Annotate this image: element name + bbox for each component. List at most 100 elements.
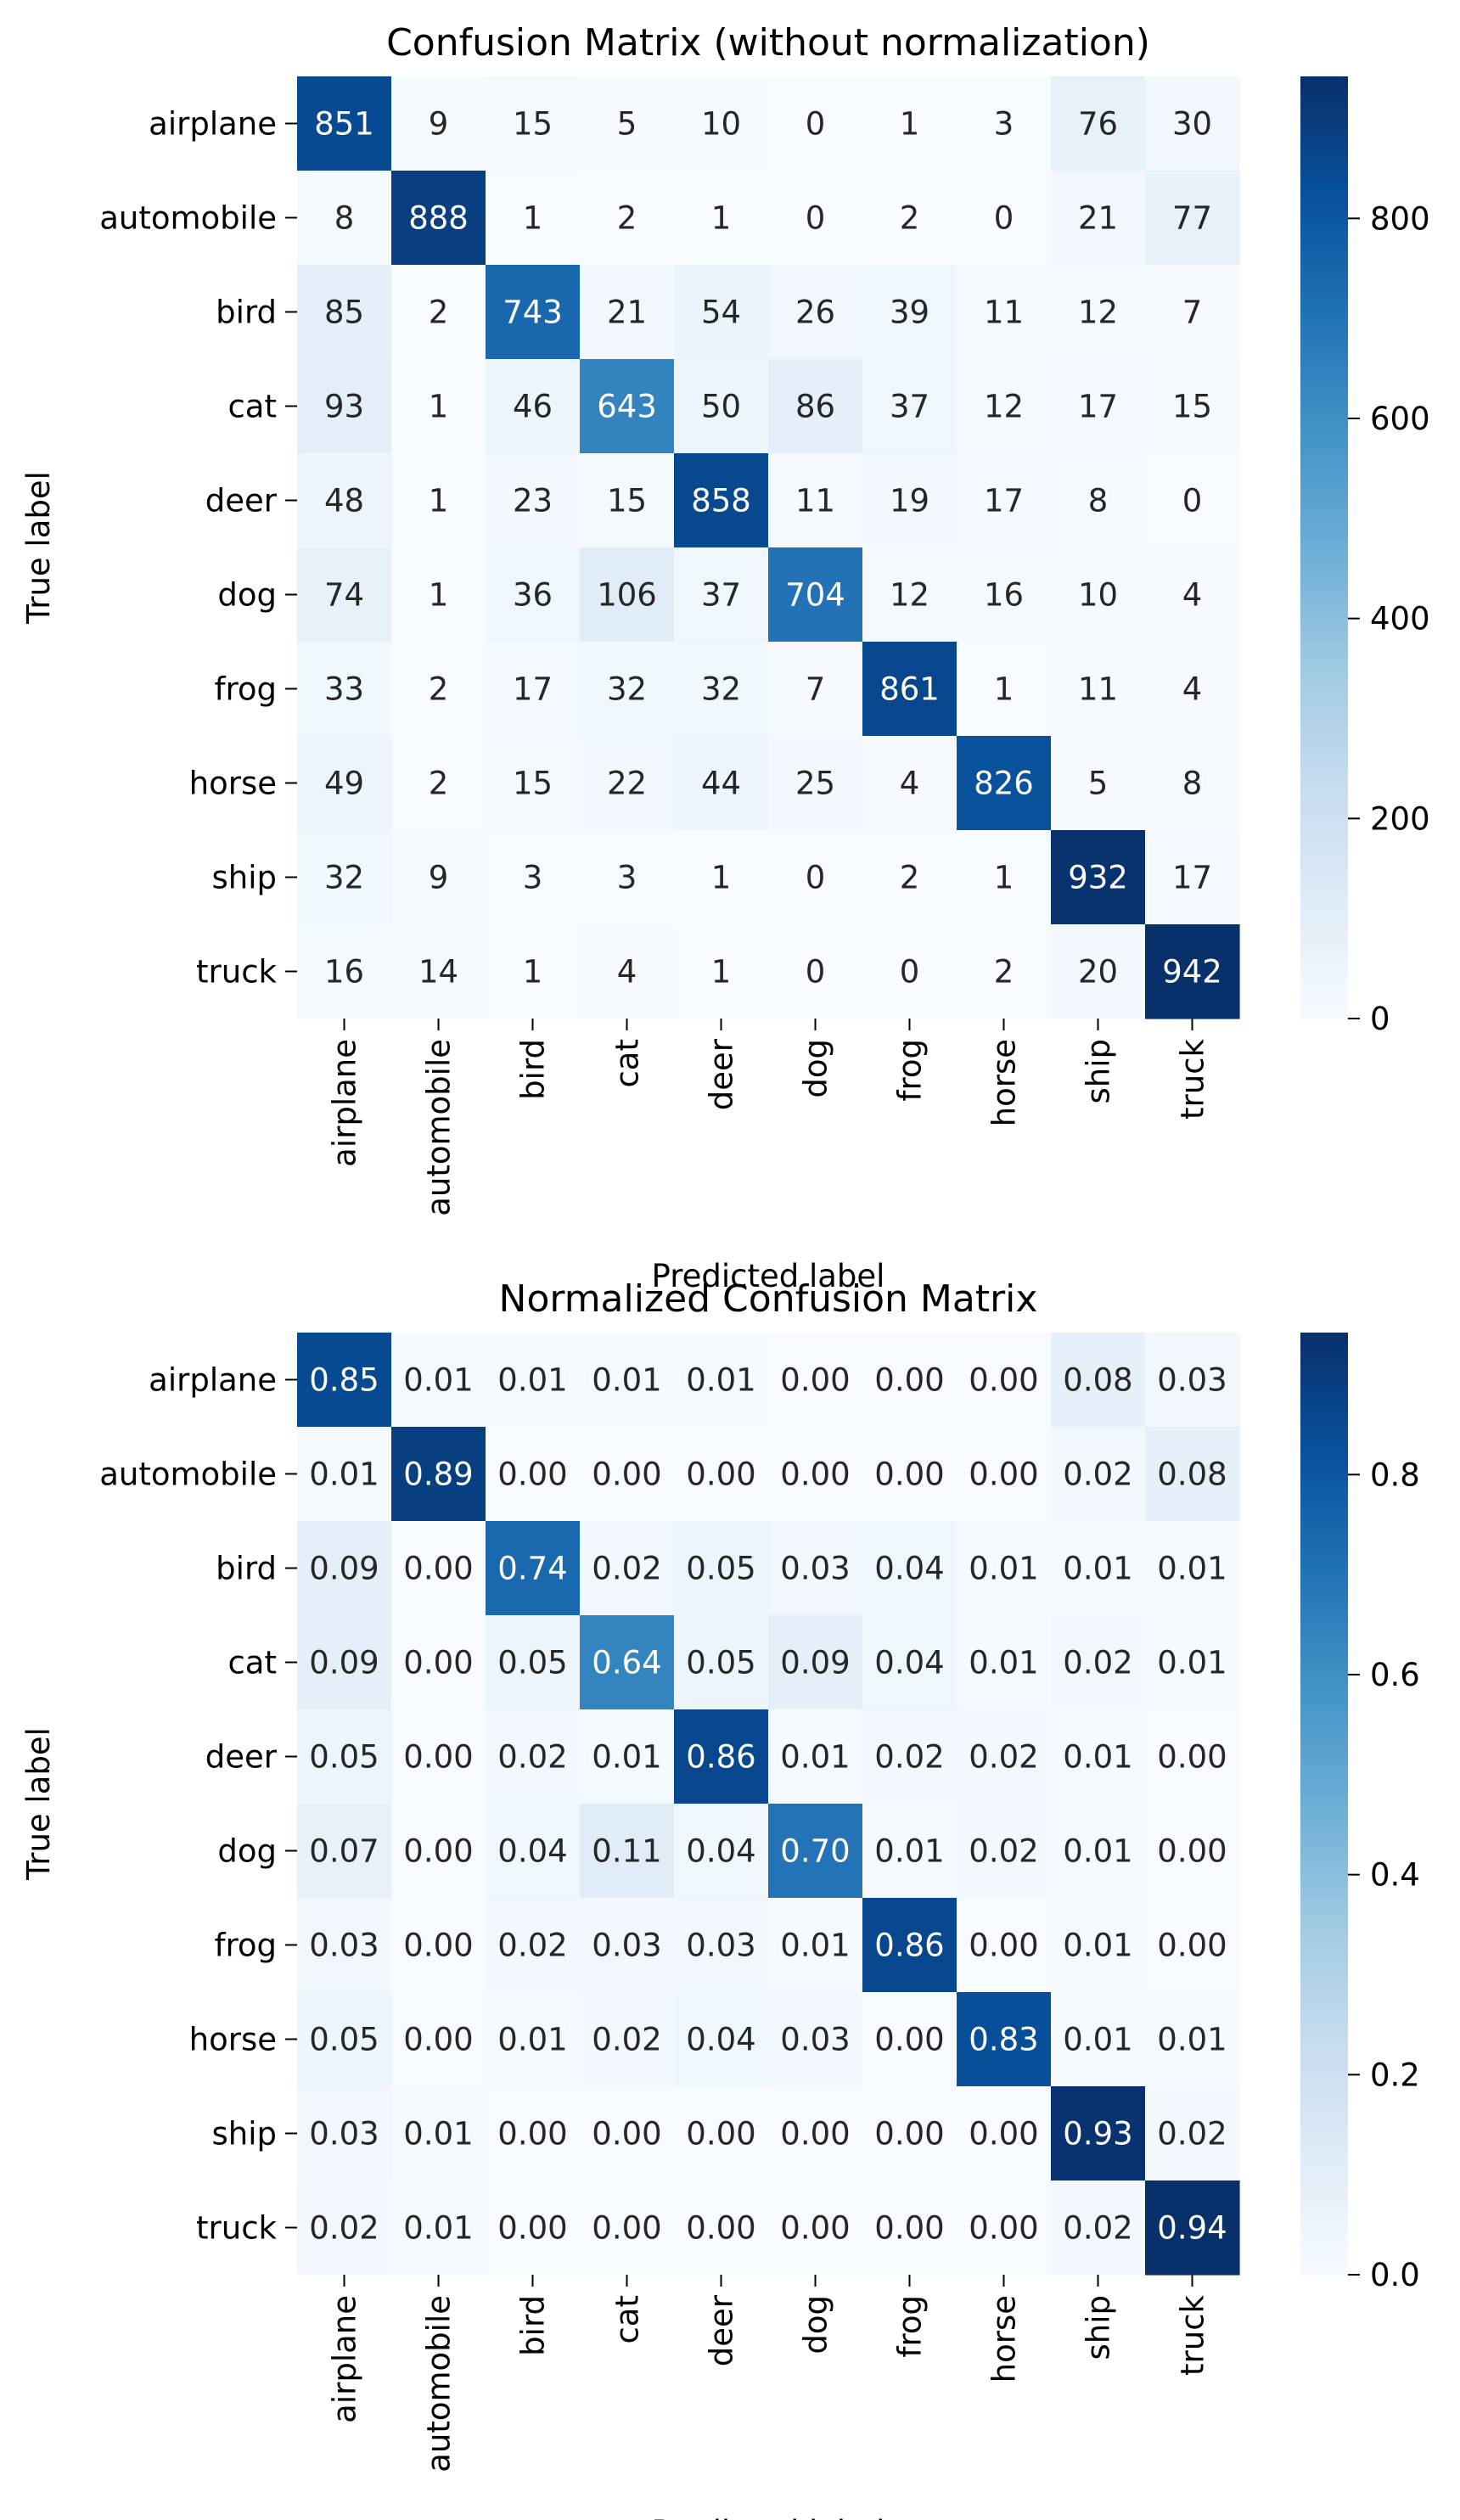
chart1-heatmap-cell	[391, 265, 486, 360]
chart2-colorbar-segment	[1300, 1961, 1348, 1970]
chart2-y-tick-label: deer	[205, 1739, 278, 1776]
chart1-colorbar-segment	[1300, 681, 1348, 690]
chart1-cell-value-label: 32	[701, 671, 741, 708]
chart2-colorbar-segment	[1300, 1874, 1348, 1883]
chart1-cell-value-label: 0	[994, 200, 1014, 237]
chart2-colorbar-segment	[1300, 2015, 1348, 2024]
chart2-colorbar-segment	[1300, 1780, 1348, 1789]
chart1-heatmap-cell	[1051, 830, 1146, 925]
chart1-colorbar-segment	[1300, 979, 1348, 988]
chart1-heatmap-cell	[580, 171, 675, 266]
chart1-cell-value-label: 15	[607, 483, 647, 519]
chart1-colorbar-segment	[1300, 767, 1348, 777]
chart1-heatmap-cell	[768, 830, 863, 925]
chart1-colorbar-segment	[1300, 422, 1348, 431]
chart1-heatmap-cell	[391, 359, 486, 454]
chart1-colorbar-segment	[1300, 335, 1348, 345]
chart2-colorbar-segment	[1300, 1811, 1348, 1821]
chart1-colorbar-segment	[1300, 500, 1348, 509]
chart2-colorbar-segment	[1300, 1670, 1348, 1679]
chart1-cell-value-label: 1	[429, 483, 449, 519]
chart2-colorbar-segment	[1300, 1772, 1348, 1782]
chart2-heatmap-cell	[297, 2086, 392, 2181]
chart2-cell-value-label: 0.02	[874, 1739, 944, 1776]
chart1-x-tick-label: horse	[986, 1039, 1023, 1126]
chart1-cell-value-label: 2	[429, 671, 449, 708]
chart2-cell-value-label: 0.01	[780, 1928, 850, 1964]
chart2-heatmap-cell	[862, 1898, 957, 1993]
chart1-colorbar-segment	[1300, 390, 1348, 400]
chart2-heatmap-cell	[957, 1898, 1052, 1993]
chart1-y-tick-label: dog	[217, 577, 277, 614]
chart1-x-tick-label: dog	[798, 1039, 834, 1098]
chart2-heatmap-cell	[674, 1333, 769, 1428]
chart1-heatmap-cell	[486, 547, 581, 643]
chart2-title: Normalized Confusion Matrix	[499, 1277, 1038, 1321]
chart1-heatmap-cell	[297, 547, 392, 643]
chart2-colorbar-segment	[1300, 1333, 1348, 1342]
chart2-heatmap-cell	[674, 1804, 769, 1899]
chart2-y-tick-label: dog	[217, 1833, 277, 1870]
chart1-heatmap-cell	[297, 642, 392, 737]
chart1-heatmap-cell	[768, 736, 863, 831]
chart2-colorbar-segment	[1300, 1630, 1348, 1640]
chart1-colorbar-tick-label: 200	[1370, 800, 1430, 837]
chart1-cell-value-label: 888	[408, 200, 469, 237]
chart1-colorbar-segment	[1300, 265, 1348, 274]
chart2-colorbar-segment	[1300, 2007, 1348, 2017]
chart1-colorbar-segment	[1300, 759, 1348, 768]
chart2-cell-value-label: 0.00	[874, 1456, 944, 1493]
chart2-cell-value-label: 0.00	[780, 2210, 850, 2247]
chart2-colorbar-segment	[1300, 1458, 1348, 1468]
chart2-heatmap-cell	[1145, 2086, 1240, 2181]
chart1-colorbar-segment	[1300, 288, 1348, 297]
chart2-x-tick-label: automobile	[421, 2295, 458, 2472]
chart2-cell-value-label: 0.02	[497, 1928, 567, 1964]
chart1-cell-value-label: 932	[1068, 860, 1128, 896]
chart1-heatmap-cell	[862, 642, 957, 737]
chart1-colorbar-segment	[1300, 862, 1348, 871]
chart1-colorbar-segment	[1300, 162, 1348, 171]
chart1-colorbar-segment	[1300, 437, 1348, 446]
chart2-heatmap-cell	[486, 2086, 581, 2181]
chart2-heatmap-cell	[1051, 1804, 1146, 1899]
chart2-cell-value-label: 0.03	[780, 2022, 850, 2058]
chart2-heatmap-cell	[486, 1898, 581, 1993]
chart1-colorbar-segment	[1300, 727, 1348, 737]
chart2-cell-value-label: 0.01	[592, 1362, 661, 1399]
chart2-colorbar-segment	[1300, 2133, 1348, 2142]
chart1-heatmap-cell	[1051, 547, 1146, 643]
chart1-colorbar-segment	[1300, 139, 1348, 149]
chart1-cell-value-label: 76	[1078, 106, 1118, 143]
chart1-cell-value-label: 0	[900, 954, 920, 991]
chart2-heatmap-cell	[768, 1427, 863, 1522]
chart1-colorbar-segment	[1300, 304, 1348, 313]
chart1-heatmap-cell	[768, 924, 863, 1019]
chart1-heatmap-cell	[391, 76, 486, 171]
chart1-colorbar-segment	[1300, 673, 1348, 682]
chart2-cell-value-label: 0.04	[497, 1833, 567, 1870]
chart2-heatmap-cell	[957, 2180, 1052, 2276]
chart2-heatmap-cell	[391, 1804, 486, 1899]
chart1-heatmap-cell	[768, 642, 863, 737]
chart2-colorbar-segment	[1300, 1913, 1348, 1922]
chart2-heatmap-cell	[297, 1709, 392, 1804]
chart2-colorbar-segment	[1300, 1717, 1348, 1726]
chart2-heatmap-cell	[1051, 2086, 1146, 2181]
chart1-colorbar-segment	[1300, 147, 1348, 156]
chart2-colorbar-segment	[1300, 1843, 1348, 1852]
chart2-colorbar-segment	[1300, 1560, 1348, 1569]
chart2-colorbar-segment	[1300, 1403, 1348, 1412]
chart2-heatmap-cell	[1051, 1427, 1146, 1522]
chart1-cell-value-label: 851	[314, 106, 374, 143]
chart2-heatmap-cell	[486, 1804, 581, 1899]
chart2-heatmap-cell	[674, 1521, 769, 1616]
chart1-cell-value-label: 21	[607, 295, 647, 331]
chart1-cell-value-label: 30	[1172, 106, 1212, 143]
chart2-colorbar-segment	[1300, 1623, 1348, 1632]
chart2-colorbar-segment	[1300, 1804, 1348, 1813]
chart1-cell-value-label: 44	[701, 766, 741, 802]
chart1-colorbar-segment	[1300, 736, 1348, 745]
chart1-x-tick-label: ship	[1081, 1039, 1117, 1104]
chart2-colorbar-segment	[1300, 1709, 1348, 1719]
